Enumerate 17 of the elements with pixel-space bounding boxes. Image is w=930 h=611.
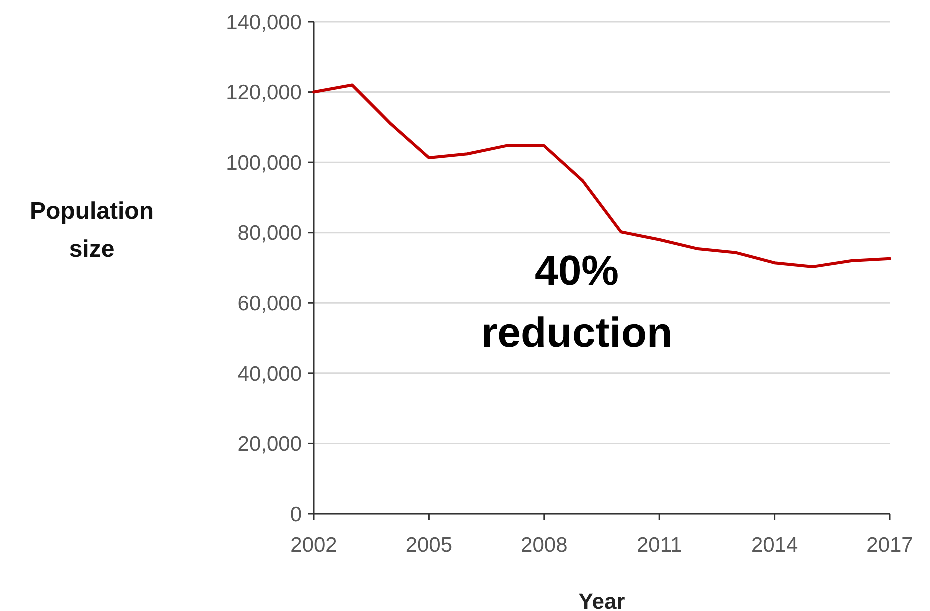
y-tick-label: 0: [290, 503, 302, 526]
x-tick-label: 2017: [866, 534, 914, 557]
x-tick-label: 2008: [521, 534, 568, 557]
y-axis-title: Population size: [30, 198, 154, 263]
y-tick-label: 40,000: [238, 362, 302, 386]
x-axis-title: Year: [578, 589, 626, 611]
y-tick-label: 100,000: [226, 152, 302, 175]
x-tick-label: 2002: [290, 534, 338, 557]
y-tick-label: 60,000: [238, 292, 302, 316]
y-tick-label: 140,000: [226, 11, 302, 34]
y-tick-label: 20,000: [238, 433, 302, 456]
x-tick-label: 2011: [637, 534, 682, 557]
y-tick-label: 80,000: [238, 222, 302, 246]
x-tick-label: 2014: [751, 534, 798, 557]
y-tick-label: 120,000: [226, 82, 302, 105]
x-tick-label: 2005: [406, 534, 453, 557]
annotation: 40% reduction: [481, 247, 673, 356]
